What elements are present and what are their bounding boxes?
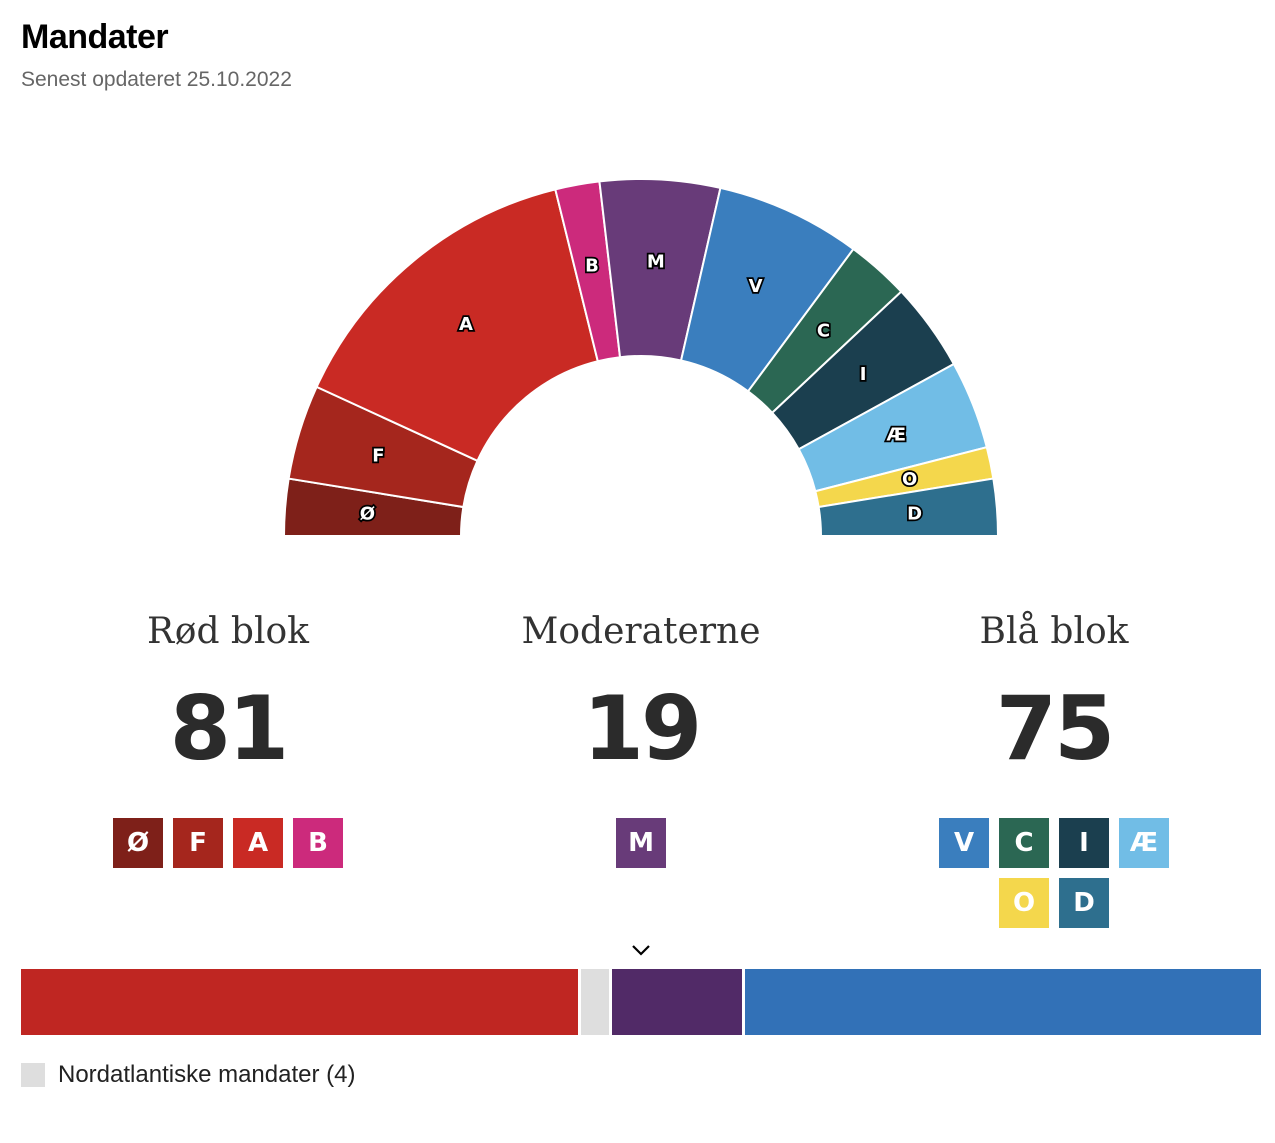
- party-badge: M: [616, 818, 666, 868]
- party-badge: V: [939, 818, 989, 868]
- hemicycle-segment-label: C: [817, 320, 830, 341]
- bar-segment: [745, 969, 1261, 1035]
- hemicycle-segment: [817, 477, 1000, 537]
- hemicycle-segment-label: I: [860, 364, 867, 385]
- party-badge: O: [999, 878, 1049, 928]
- chevron-down-icon: [632, 945, 650, 956]
- seat-distribution-bar: [21, 969, 1261, 1035]
- hemicycle-segment-label: M: [647, 251, 665, 272]
- bloc-red-name: Rød blok: [147, 611, 309, 652]
- bar-segment: [581, 969, 609, 1035]
- hemicycle-segment: [315, 188, 600, 463]
- party-badge: C: [999, 818, 1049, 868]
- hemicycle-segment-label: Ø: [360, 503, 375, 524]
- legend: Nordatlantiske mandater (4): [21, 1061, 355, 1089]
- bloc-moderaterne-parties: M: [521, 818, 761, 868]
- hemicycle-segment-label: F: [372, 445, 384, 466]
- bloc-blue-seats: 75: [995, 677, 1115, 780]
- bloc-moderaterne: Moderaterne 19 M: [491, 610, 791, 868]
- party-badge: F: [173, 818, 223, 868]
- party-badge: Ø: [113, 818, 163, 868]
- hemicycle-segment-label: V: [749, 276, 763, 297]
- bloc-blue-name: Blå blok: [979, 611, 1129, 652]
- party-badge: Æ: [1119, 818, 1169, 868]
- bloc-moderaterne-seats: 19: [582, 677, 702, 780]
- bloc-moderaterne-name: Moderaterne: [521, 611, 761, 652]
- hemicycle-segment-label: D: [907, 503, 922, 524]
- hemicycle-segment-label: A: [459, 314, 473, 335]
- page-title: Mandater: [21, 18, 169, 56]
- party-badge: D: [1059, 878, 1109, 928]
- bloc-red-seats: 81: [169, 677, 289, 780]
- bar-segment: [611, 969, 743, 1035]
- legend-swatch: [21, 1063, 45, 1087]
- hemicycle-chart: Ø F A B M V C I Æ OD: [282, 178, 1000, 537]
- bar-segment: [21, 969, 579, 1035]
- legend-label: Nordatlantiske mandater (4): [58, 1061, 356, 1088]
- party-badge: I: [1059, 818, 1109, 868]
- party-badge: A: [233, 818, 283, 868]
- hemicycle-segment-label: B: [585, 255, 599, 276]
- hemicycle-segment-label: O: [902, 469, 917, 490]
- hemicycle-segment-label: Æ: [886, 424, 906, 445]
- last-updated-text: Senest opdateret 25.10.2022: [21, 68, 292, 91]
- party-badge: B: [293, 818, 343, 868]
